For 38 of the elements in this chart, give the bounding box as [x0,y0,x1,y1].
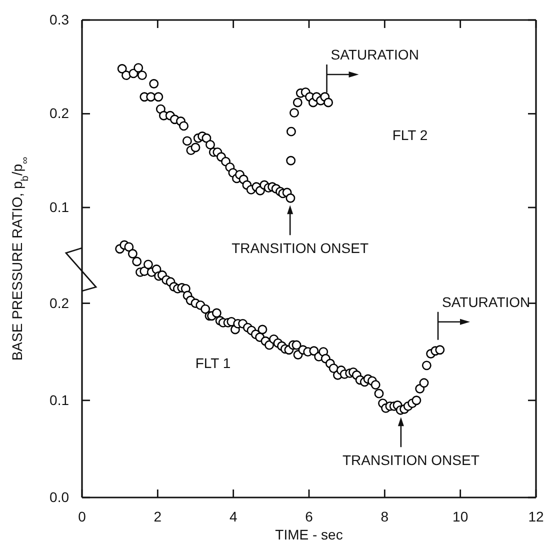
y-tick-label: 0.2 [50,105,70,122]
x-tick-label: 0 [78,508,86,524]
point [292,98,302,108]
x-tick-label: 4 [229,508,238,524]
x-tick-label: 8 [380,508,389,524]
y-tick-label: 0.1 [50,198,70,215]
point [146,92,156,102]
x-tick-label: 2 [154,508,162,524]
point [286,126,296,136]
x-tick-label: 12 [528,508,544,524]
annotation: SATURATION [442,294,530,310]
point [134,63,144,73]
point [206,140,215,150]
annotation: TRANSITION ONSET [342,452,480,468]
point [324,98,334,108]
x-axis-title: TIME - sec [275,526,343,542]
point [154,92,164,102]
point [286,156,296,166]
x-tick-label: 6 [305,508,314,524]
y-tick-label: 0.0 [50,488,70,505]
point [137,70,147,80]
annotation: SATURATION [330,46,419,62]
point [286,193,296,203]
series-label: FLT 1 [195,355,231,371]
point [190,142,200,152]
point [290,108,299,118]
y-tick-label: 0.3 [50,11,70,28]
x-tick-label: 10 [452,508,468,524]
point [179,121,188,131]
text: FLT 2 [392,127,428,143]
y-tick-label: 0.2 [50,294,70,311]
point [149,79,159,88]
point [122,70,131,80]
annotation: TRANSITION ONSET [232,240,369,256]
point [182,136,192,146]
point [202,133,212,143]
point [117,64,127,74]
y-tick-label: 0.1 [50,392,70,408]
